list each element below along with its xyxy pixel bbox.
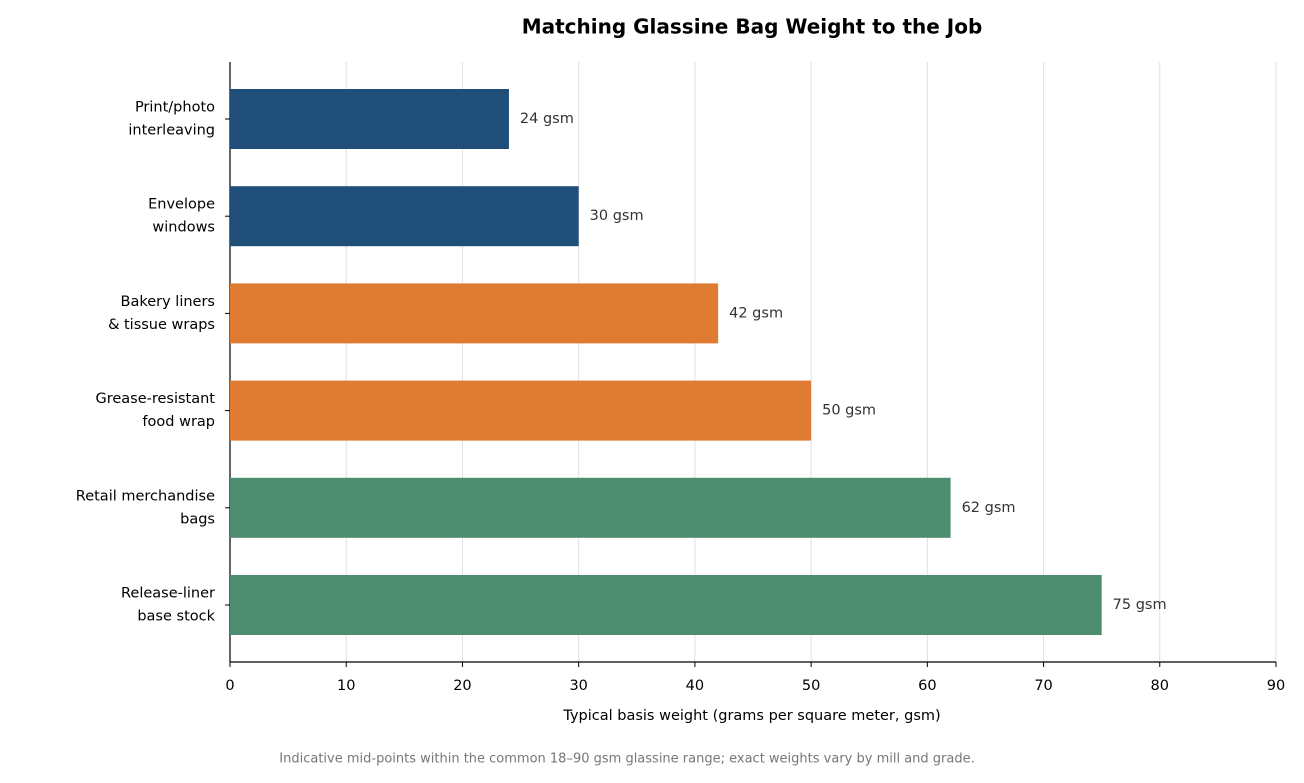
value-label: 42 gsm (729, 305, 783, 321)
y-tick-label: Grease-resistant food wrap (95, 391, 215, 430)
y-tick-label-line: Print/photo (135, 100, 215, 116)
x-tick-label: 70 (1034, 678, 1052, 694)
bar (230, 186, 579, 247)
y-tick-label: Envelope windows (148, 197, 215, 236)
value-label: 62 gsm (962, 500, 1016, 516)
x-tick-label: 0 (225, 678, 234, 694)
y-tick-label-line: Bakery liners (121, 294, 215, 310)
y-tick-label-line: bags (180, 511, 215, 527)
bar (230, 89, 509, 149)
y-tick-label-line: & tissue wraps (108, 317, 215, 333)
y-tick-label: Bakery liners & tissue wraps (108, 294, 215, 333)
value-label: 24 gsm (520, 111, 574, 127)
value-label: 30 gsm (590, 208, 644, 224)
bar (230, 477, 951, 538)
chart-title: Matching Glassine Bag Weight to the Job (522, 15, 983, 39)
bar (230, 575, 1102, 635)
y-tick-label-line: food wrap (142, 414, 215, 430)
y-tick-label-line: Envelope (148, 197, 215, 213)
bar (230, 283, 719, 344)
y-tick-label: Retail merchandise bags (76, 488, 215, 527)
x-tick-label: 10 (337, 678, 355, 694)
x-tick-label: 30 (569, 678, 587, 694)
value-label: 50 gsm (822, 403, 876, 419)
x-tick-label: 50 (802, 678, 820, 694)
y-tick-label-line: Retail merchandise (76, 488, 215, 504)
x-tick-label: 20 (453, 678, 471, 694)
y-tick-label: Release-liner base stock (121, 586, 216, 625)
y-tick-label-line: Grease-resistant (95, 391, 215, 407)
footnote: Indicative mid-points within the common … (279, 752, 974, 767)
x-axis-label: Typical basis weight (grams per square m… (562, 708, 940, 724)
y-tick-label-line: base stock (137, 609, 215, 625)
y-tick-label: Print/photo interleaving (128, 100, 215, 139)
bar (230, 380, 812, 441)
x-tick-label: 90 (1267, 678, 1285, 694)
y-tick-label-line: interleaving (128, 123, 215, 139)
x-tick-label: 60 (918, 678, 936, 694)
x-tick-label: 80 (1151, 678, 1169, 694)
y-tick-label-line: windows (152, 220, 215, 236)
x-tick-label: 40 (686, 678, 704, 694)
value-label: 75 gsm (1113, 597, 1167, 613)
y-tick-label-line: Release-liner (121, 586, 215, 602)
